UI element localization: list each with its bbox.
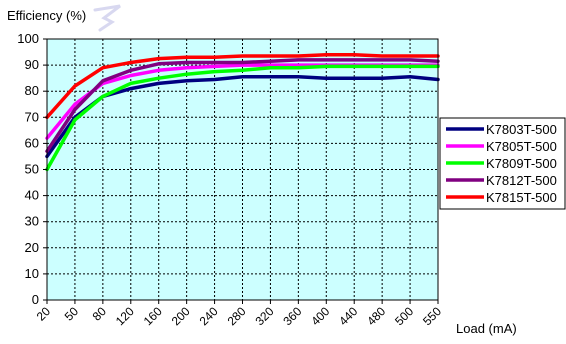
y-tick-label: 60 bbox=[25, 135, 39, 150]
x-tick-label: 360 bbox=[280, 304, 304, 328]
x-tick-label: 240 bbox=[197, 304, 221, 328]
x-tick-label: 550 bbox=[420, 304, 444, 328]
legend-label: K7815T-500 bbox=[486, 190, 557, 205]
series-line-k7809t-500 bbox=[45, 64, 440, 172]
y-tick-label: 90 bbox=[25, 57, 39, 72]
x-tick-label: 50 bbox=[62, 304, 82, 324]
y-tick-label: 10 bbox=[25, 266, 39, 281]
legend-label: K7805T-500 bbox=[486, 139, 557, 154]
y-tick-label: 100 bbox=[17, 31, 39, 46]
x-tick-label: 120 bbox=[113, 304, 137, 328]
legend-label: K7812T-500 bbox=[486, 173, 557, 188]
legend-label: K7803T-500 bbox=[486, 122, 557, 137]
y-axis: 0 10 20 30 40 50 60 70 80 90 100 bbox=[17, 31, 47, 307]
y-tick-label: 20 bbox=[25, 240, 39, 255]
x-tick-label: 440 bbox=[336, 304, 360, 328]
series-line-k7812t-500 bbox=[45, 58, 440, 153]
y-tick-label: 70 bbox=[25, 109, 39, 124]
series-lines bbox=[45, 52, 440, 172]
x-tick-label: 160 bbox=[141, 304, 165, 328]
x-tick-label: 280 bbox=[225, 304, 249, 328]
legend: K7803T-500 K7805T-500 K7809T-500 K7812T-500… bbox=[439, 117, 566, 210]
x-tick-label: 480 bbox=[364, 304, 388, 328]
y-tick-label: 30 bbox=[25, 214, 39, 229]
x-tick-label: 80 bbox=[90, 304, 110, 324]
y-tick-label: 0 bbox=[32, 292, 39, 307]
x-tick-label: 400 bbox=[308, 304, 332, 328]
x-axis: 20 50 80 120 160 200 240 280 320 360 400 440 480 500 5… bbox=[34, 300, 444, 328]
series-line-k7815t-500 bbox=[45, 52, 440, 120]
y-tick-label: 50 bbox=[25, 162, 39, 177]
decorative-mark bbox=[93, 4, 121, 32]
legend-label: K7809T-500 bbox=[486, 156, 557, 171]
y-tick-label: 80 bbox=[25, 83, 39, 98]
y-axis-label: Efficiency (%) bbox=[7, 8, 86, 23]
y-tick-label: 40 bbox=[25, 188, 39, 203]
x-tick-label: 500 bbox=[392, 304, 416, 328]
x-axis-label: Load (mA) bbox=[456, 321, 517, 336]
x-tick-label: 320 bbox=[252, 304, 276, 328]
x-tick-label: 200 bbox=[169, 304, 193, 328]
